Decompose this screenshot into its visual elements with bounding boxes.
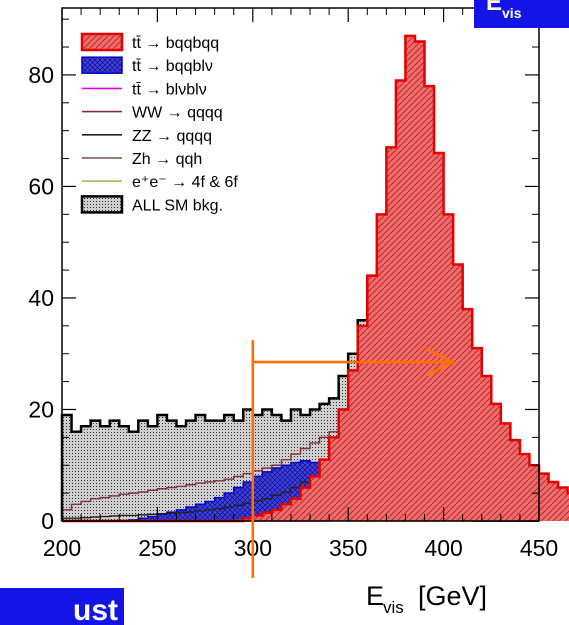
- cut-marker: [251, 340, 456, 578]
- plot-frame: [61, 7, 540, 522]
- legend-entry: ZZ → qqqq: [82, 128, 212, 145]
- x-tick-label: 200: [43, 535, 81, 561]
- x-tick-label: 400: [424, 535, 462, 561]
- corner-badge-sub: vis: [502, 5, 522, 21]
- legend-entry: Zh → qqh: [82, 151, 202, 168]
- y-tick-label: 40: [28, 285, 54, 311]
- legend: tt̄ → bqqbqq tt̄ → bqqblν tt̄ → blνblν WW →…: [80, 32, 238, 214]
- x-axis-title: E vis [GeV]: [366, 581, 487, 617]
- legend-label: tt̄ → bqqblν: [132, 58, 213, 75]
- legend-entry: tt̄ → bqqblν: [81, 56, 213, 75]
- legend-entry: tt̄ → blνblν: [82, 81, 207, 98]
- series-tt_hadronic-line: [62, 34, 569, 523]
- legend-label: ZZ → qqqq: [132, 128, 212, 145]
- bottom-badge: ust: [0, 588, 124, 625]
- cut-arrow-head: [426, 347, 456, 377]
- legend-swatch-tt_hadronic: [80, 32, 124, 52]
- legend-swatch-tt_semilep: [81, 56, 123, 74]
- x-tick-label: 250: [138, 535, 176, 561]
- legend-label: Zh → qqh: [132, 151, 202, 168]
- legend-label: tt̄ → bqqbqq: [132, 35, 219, 52]
- legend-label: WW → qqqq: [132, 105, 223, 122]
- x-axis-unit: [GeV]: [418, 581, 487, 611]
- legend-label: tt̄ → blνblν: [132, 81, 207, 98]
- y-tick-label: 60: [28, 173, 54, 199]
- x-axis-label: E: [366, 581, 384, 611]
- y-tick-label: 20: [28, 396, 54, 422]
- y-tick-label: 80: [28, 62, 54, 88]
- legend-label: ALL SM bkg.: [132, 197, 223, 214]
- legend-entry: ALL SM bkg.: [80, 195, 223, 214]
- series-layer: [60, 34, 569, 523]
- corner-badge: Evis: [474, 0, 569, 28]
- x-tick-label: 350: [329, 535, 367, 561]
- x-axis-label-subscript: vis: [383, 598, 404, 617]
- y-tick-label: 0: [41, 508, 54, 534]
- legend-swatch-sm_bkg: [80, 195, 124, 214]
- series-tt_hadronic: [62, 34, 569, 523]
- series-tt_hadronic-fill: [62, 35, 569, 521]
- legend-entry: tt̄ → bqqbqq: [80, 32, 219, 52]
- corner-badge-main: E: [486, 0, 503, 16]
- legend-entry: WW → qqqq: [82, 105, 223, 122]
- legend-label: e⁺e⁻ → 4f & 6f: [132, 174, 238, 191]
- legend-entry: e⁺e⁻ → 4f & 6f: [82, 174, 238, 191]
- x-tick-label: 450: [520, 535, 558, 561]
